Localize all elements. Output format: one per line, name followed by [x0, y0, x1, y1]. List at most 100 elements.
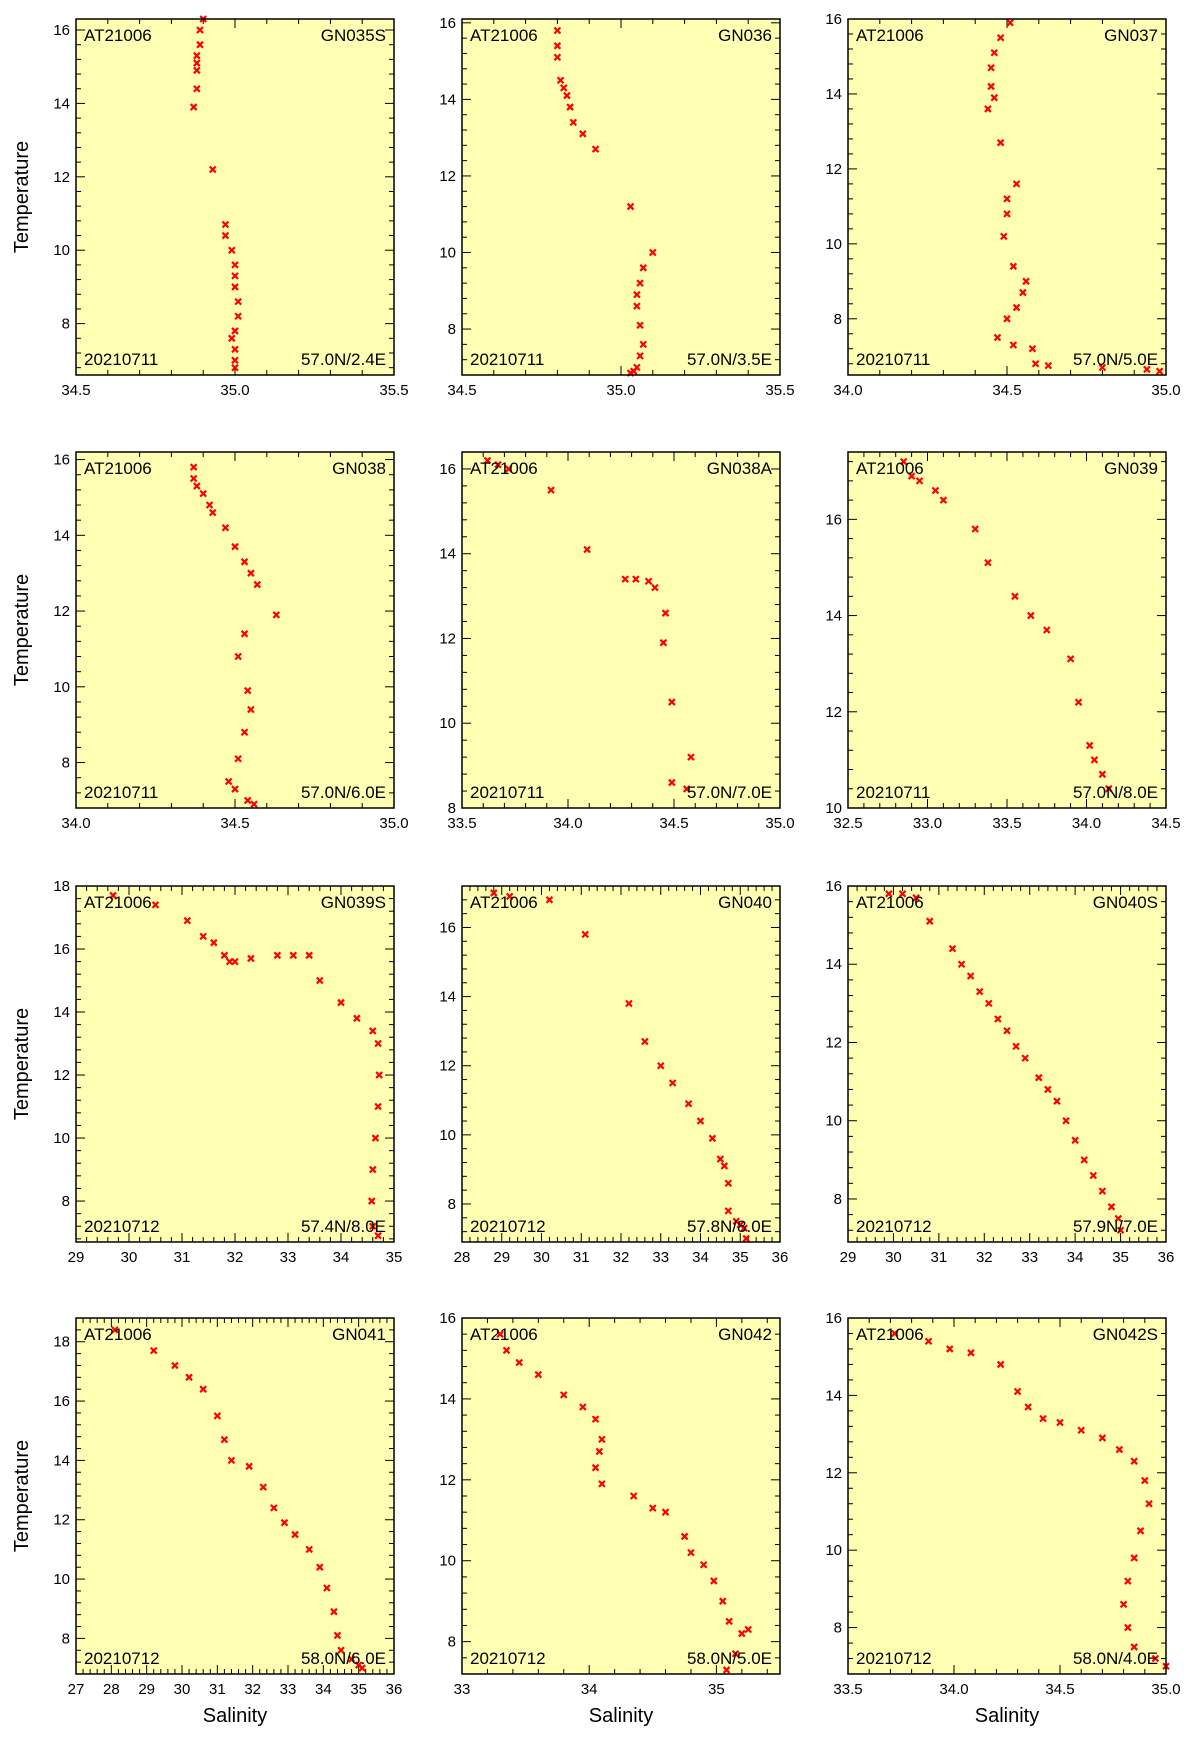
data-point	[240, 558, 249, 566]
data-point	[231, 785, 239, 793]
x-tick-label: 33	[280, 1249, 297, 1266]
data-point	[210, 938, 218, 947]
panel-gn042: 33 34 35 8 10 12 14 16 AT21006 GN042 20210712 58.0N…	[439, 1310, 781, 1698]
data-point	[227, 1456, 236, 1465]
x-tick-label: 32	[613, 1249, 630, 1266]
data-point	[742, 1234, 750, 1243]
data-point	[668, 778, 676, 787]
data-point	[668, 698, 676, 706]
data-point	[1077, 1426, 1085, 1434]
data-point	[490, 889, 498, 897]
data-point	[1143, 365, 1151, 374]
data-point	[1009, 341, 1018, 349]
y-tick-label: 16	[825, 511, 842, 528]
data-point	[724, 1179, 733, 1188]
x-tick-label: 34.5	[659, 815, 688, 832]
data-point	[208, 165, 217, 174]
cruise-label: AT21006	[856, 893, 924, 912]
y-tick-label: 14	[439, 1391, 456, 1408]
data-point	[569, 118, 578, 127]
data-point	[649, 1504, 657, 1512]
data-point	[193, 84, 201, 93]
y-tick-label: 8	[834, 1191, 842, 1208]
data-point	[1085, 741, 1094, 750]
data-point	[496, 1330, 504, 1338]
plot-frame	[75, 451, 395, 809]
x-tick-label: 31	[174, 1249, 191, 1266]
x-tick-label: 35	[1112, 1249, 1129, 1266]
data-point	[171, 1361, 179, 1370]
data-point	[899, 457, 908, 466]
data-point	[898, 890, 907, 898]
panel-gn037: 34.0 34.5 35.0 8 10 12 14 16 AT21006 GN037 2021071…	[825, 11, 1180, 399]
data-point	[636, 279, 644, 287]
cruise-label: AT21006	[856, 1325, 924, 1344]
data-point	[199, 1385, 207, 1393]
data-point	[975, 987, 984, 996]
data-point	[1011, 592, 1019, 601]
data-point	[247, 569, 255, 577]
data-point	[369, 1165, 377, 1174]
data-point	[231, 356, 239, 365]
data-point	[505, 892, 514, 901]
data-point	[1124, 1577, 1132, 1585]
plot-area	[462, 886, 780, 1242]
data-point	[1003, 315, 1011, 323]
data-point	[333, 1631, 342, 1640]
data-point	[234, 652, 242, 661]
y-axis-label: Temperature	[11, 141, 33, 253]
data-point	[1066, 655, 1075, 663]
station-label: GN038	[332, 459, 386, 478]
data-point	[971, 525, 979, 533]
y-tick-label: 16	[53, 1393, 70, 1410]
plot-frame	[461, 451, 781, 809]
y-tick-label: 16	[53, 941, 70, 958]
data-point	[967, 1349, 975, 1357]
data-point	[924, 1337, 933, 1345]
x-tick-label: 34	[333, 1249, 350, 1266]
data-point	[1027, 611, 1035, 620]
date-label: 20210711	[856, 783, 930, 802]
station-label: GN038A	[707, 459, 773, 478]
data-point	[716, 1155, 725, 1163]
plot-area	[76, 452, 394, 808]
cruise-label: AT21006	[84, 893, 152, 912]
data-point	[1003, 210, 1011, 218]
data-point	[724, 1207, 733, 1215]
x-tick-label: 33.5	[447, 815, 476, 832]
data-point	[358, 1664, 366, 1672]
data-point	[1119, 1600, 1128, 1609]
x-tick-label: 33.5	[992, 815, 1021, 832]
y-tick-label: 16	[825, 11, 842, 28]
position-label: 57.0N/6.0E	[301, 783, 386, 802]
data-point	[375, 1071, 383, 1079]
position-label: 58.0N/5.0E	[687, 1649, 772, 1668]
data-point	[289, 951, 298, 960]
x-tick-label: 34.5	[220, 815, 249, 832]
data-point	[234, 312, 242, 321]
y-tick-label: 10	[53, 679, 70, 696]
date-label: 20210711	[856, 350, 930, 369]
data-point	[316, 1563, 324, 1571]
x-tick-label: 29	[840, 1249, 857, 1266]
x-axis-label: Salinity	[589, 1705, 653, 1727]
cruise-label: AT21006	[84, 26, 152, 45]
plot-area	[76, 1318, 394, 1674]
data-point	[718, 1597, 727, 1605]
plot-area	[76, 19, 394, 375]
data-point	[337, 998, 345, 1007]
data-point	[1098, 363, 1107, 372]
x-tick-label: 29	[68, 1249, 85, 1266]
data-point	[633, 290, 641, 299]
data-point	[502, 1346, 511, 1355]
x-tick-label: 34	[581, 1681, 598, 1698]
data-point	[220, 1435, 229, 1444]
data-point	[687, 753, 695, 761]
data-point	[659, 638, 668, 647]
cruise-label: AT21006	[470, 459, 538, 478]
data-point	[231, 283, 239, 291]
data-point	[1155, 367, 1164, 376]
x-tick-label: 35.0	[1151, 1681, 1180, 1698]
y-tick-label: 8	[62, 755, 70, 772]
data-point	[661, 609, 670, 617]
